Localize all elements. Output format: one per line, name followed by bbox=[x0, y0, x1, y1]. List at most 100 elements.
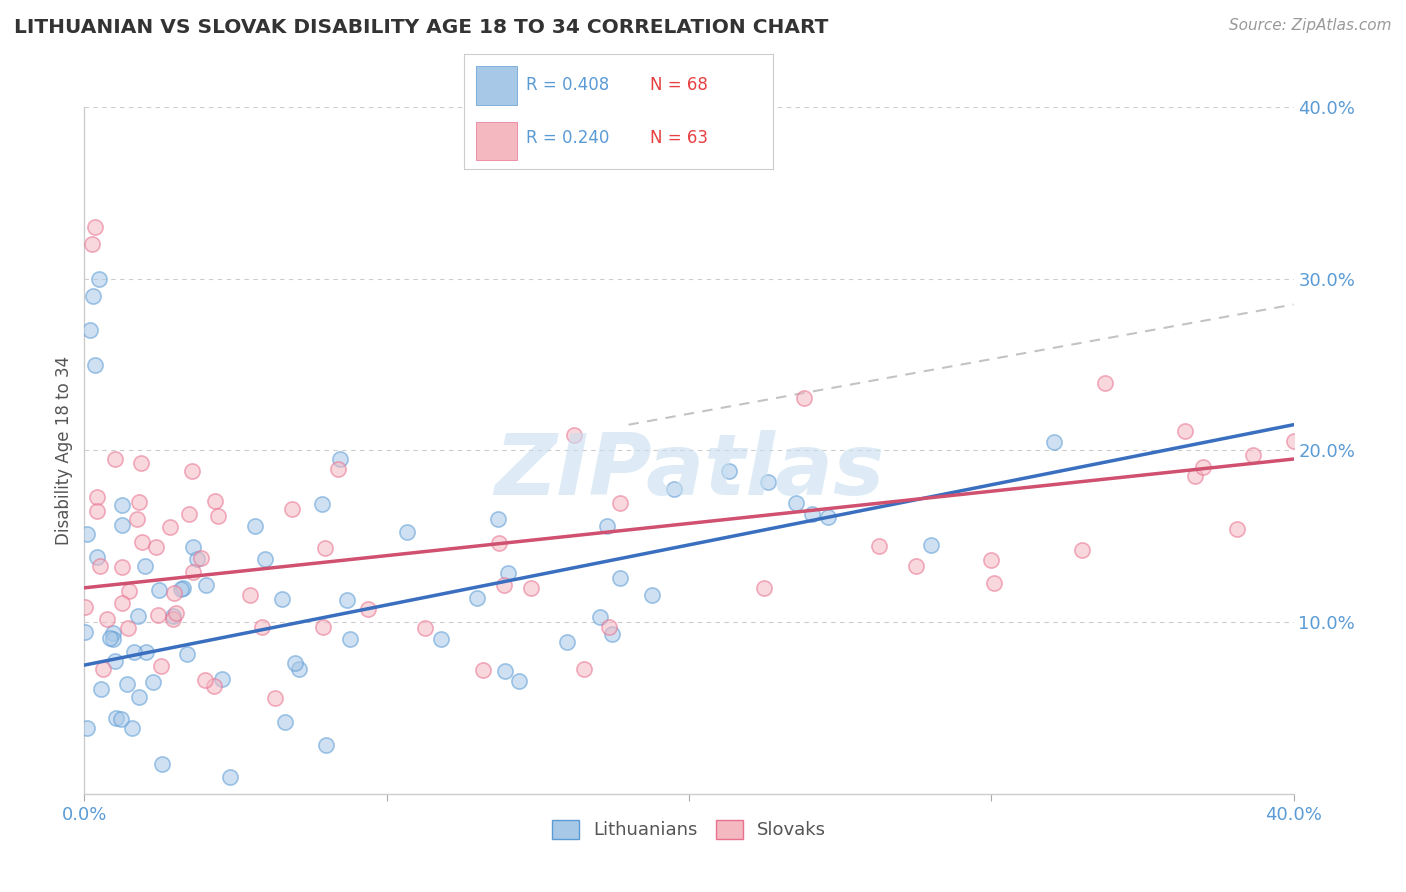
Point bbox=[125, 512, 148, 526]
Point bbox=[110, 596, 132, 610]
Point bbox=[336, 593, 359, 607]
Point bbox=[496, 566, 519, 581]
Point bbox=[486, 512, 509, 526]
Point bbox=[181, 464, 204, 478]
Point bbox=[817, 509, 839, 524]
Text: Source: ZipAtlas.com: Source: ZipAtlas.com bbox=[1229, 18, 1392, 33]
Point bbox=[131, 456, 153, 470]
Point bbox=[250, 620, 273, 634]
Text: R = 0.408: R = 0.408 bbox=[526, 77, 609, 95]
Point bbox=[284, 656, 307, 670]
Point bbox=[204, 494, 226, 508]
Point bbox=[467, 591, 489, 606]
Point bbox=[920, 537, 942, 551]
Point bbox=[596, 518, 619, 533]
Y-axis label: Disability Age 18 to 34: Disability Age 18 to 34 bbox=[55, 356, 73, 545]
Point bbox=[641, 588, 664, 602]
Point bbox=[103, 632, 125, 647]
Point bbox=[395, 524, 418, 539]
Point bbox=[76, 527, 98, 541]
Text: LITHUANIAN VS SLOVAK DISABILITY AGE 18 TO 34 CORRELATION CHART: LITHUANIAN VS SLOVAK DISABILITY AGE 18 T… bbox=[14, 18, 828, 37]
Point bbox=[190, 551, 212, 566]
Point bbox=[555, 635, 578, 649]
Point bbox=[111, 517, 134, 532]
Point bbox=[609, 496, 631, 510]
Point bbox=[172, 581, 194, 595]
Point bbox=[589, 610, 612, 624]
Point bbox=[86, 491, 108, 505]
Point bbox=[134, 559, 156, 574]
Point bbox=[598, 620, 620, 634]
Point bbox=[718, 464, 741, 478]
Point bbox=[600, 627, 623, 641]
Point bbox=[148, 582, 170, 597]
Point bbox=[202, 679, 225, 693]
Point bbox=[472, 663, 495, 677]
Point bbox=[83, 220, 105, 235]
Point bbox=[211, 672, 233, 686]
Point bbox=[89, 559, 111, 574]
Point bbox=[87, 271, 110, 285]
Point bbox=[122, 644, 145, 658]
Point bbox=[1226, 522, 1249, 536]
Point bbox=[181, 541, 204, 555]
Point bbox=[170, 582, 193, 596]
Point bbox=[413, 620, 436, 634]
Point bbox=[312, 620, 335, 634]
Point bbox=[1241, 448, 1264, 462]
Point bbox=[1094, 376, 1116, 390]
Point bbox=[311, 497, 333, 511]
Point bbox=[662, 483, 685, 497]
Point bbox=[264, 691, 287, 706]
Point bbox=[326, 462, 349, 476]
Point bbox=[1282, 434, 1305, 448]
Point bbox=[1043, 434, 1066, 449]
Point bbox=[357, 602, 380, 616]
Point bbox=[176, 647, 198, 661]
Point bbox=[121, 721, 143, 735]
Point bbox=[1192, 460, 1215, 475]
Point bbox=[86, 504, 108, 518]
Point bbox=[115, 677, 138, 691]
Point bbox=[274, 714, 297, 729]
Point bbox=[103, 654, 125, 668]
Point bbox=[127, 609, 149, 624]
Point bbox=[785, 495, 807, 509]
Point bbox=[165, 607, 187, 621]
Point bbox=[104, 452, 127, 467]
Point bbox=[339, 632, 361, 646]
Text: ZIPatlas: ZIPatlas bbox=[494, 430, 884, 513]
Point bbox=[315, 738, 337, 752]
Point bbox=[219, 770, 242, 784]
Point bbox=[142, 674, 165, 689]
Point bbox=[131, 535, 153, 549]
Point bbox=[980, 553, 1002, 567]
Point bbox=[128, 690, 150, 704]
Point bbox=[519, 581, 541, 595]
Point bbox=[281, 502, 304, 516]
Point bbox=[609, 571, 631, 585]
Point bbox=[488, 536, 510, 550]
Point bbox=[793, 391, 815, 405]
Point bbox=[868, 539, 890, 553]
Point bbox=[983, 575, 1005, 590]
Point bbox=[103, 626, 125, 640]
Point bbox=[82, 289, 104, 303]
Point bbox=[145, 540, 167, 554]
Point bbox=[73, 600, 96, 615]
Point bbox=[96, 612, 118, 626]
Point bbox=[271, 591, 294, 606]
Point bbox=[86, 550, 108, 565]
Point bbox=[207, 508, 229, 523]
Point bbox=[253, 552, 276, 566]
Point bbox=[111, 559, 134, 574]
Point bbox=[110, 498, 132, 512]
Point bbox=[79, 323, 101, 337]
Point bbox=[239, 589, 262, 603]
Point bbox=[162, 609, 184, 624]
Point bbox=[181, 565, 204, 579]
Bar bbox=[477, 66, 516, 104]
Point bbox=[98, 631, 121, 645]
Legend: Lithuanians, Slovaks: Lithuanians, Slovaks bbox=[544, 813, 834, 847]
Point bbox=[118, 584, 141, 599]
